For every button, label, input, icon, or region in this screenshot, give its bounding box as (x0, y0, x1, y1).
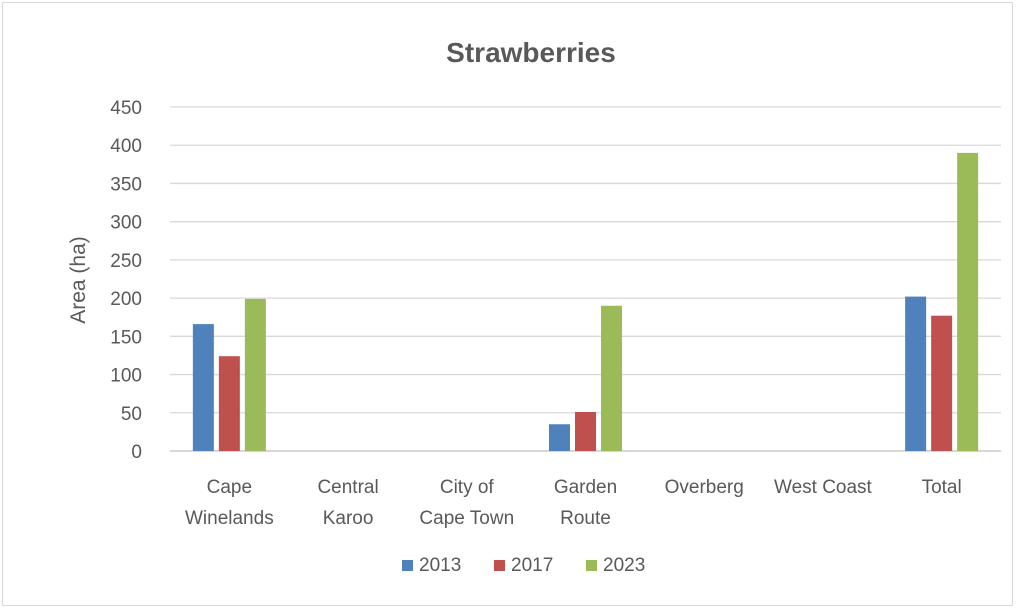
x-tick-label: Total (922, 477, 962, 498)
legend-swatch-2013 (402, 560, 413, 571)
legend-swatch-2023 (586, 560, 597, 571)
x-tick-label: Overberg (665, 477, 744, 498)
gridlines (170, 106, 1001, 452)
chart-title: Strawberries (446, 37, 616, 68)
y-tick-label: 400 (110, 136, 142, 157)
y-tick-label: 100 (110, 366, 142, 387)
y-axis-label: Area (ha) (67, 236, 90, 324)
bar-2017 (931, 315, 953, 451)
legend: 2013 2017 2023 (402, 555, 645, 576)
bar-2013 (905, 296, 927, 451)
legend-label-2017: 2017 (511, 555, 553, 576)
x-tick-label: City of Cape Town (419, 477, 514, 529)
x-tick-label: West Coast (774, 477, 873, 498)
strawberries-bar-chart: Strawberries Area (ha) 0 50 100 150 200 250 30… (67, 37, 1001, 576)
legend-label-2013: 2013 (419, 555, 461, 576)
x-tick-label: Central Karoo (317, 477, 378, 529)
legend-swatch-2017 (494, 560, 505, 571)
bars (192, 152, 979, 451)
y-tick-label: 150 (110, 327, 142, 348)
bar-2017 (575, 412, 596, 451)
legend-label-2023: 2023 (603, 555, 645, 576)
x-tick-labels: Cape Winelands Central Karoo City of Cape Tow… (185, 477, 962, 529)
y-tick-label: 0 (131, 442, 142, 463)
bar-2023 (244, 298, 266, 451)
bar-2023 (601, 305, 622, 451)
bar-2023 (957, 152, 979, 451)
y-tick-label: 350 (110, 174, 142, 195)
x-tick-label: Garden Route (554, 477, 617, 529)
y-tick-label: 200 (110, 289, 142, 310)
y-tick-label: 300 (110, 213, 142, 234)
bar-2013 (549, 424, 570, 451)
x-tick-label: Cape Winelands (185, 477, 274, 529)
y-tick-label: 450 (110, 98, 142, 119)
bar-2013 (192, 324, 214, 451)
bar-2017 (218, 356, 240, 451)
y-tick-label: 250 (110, 251, 142, 272)
y-tick-labels: 0 50 100 150 200 250 300 350 400 450 (110, 98, 142, 463)
y-tick-label: 50 (121, 404, 142, 425)
